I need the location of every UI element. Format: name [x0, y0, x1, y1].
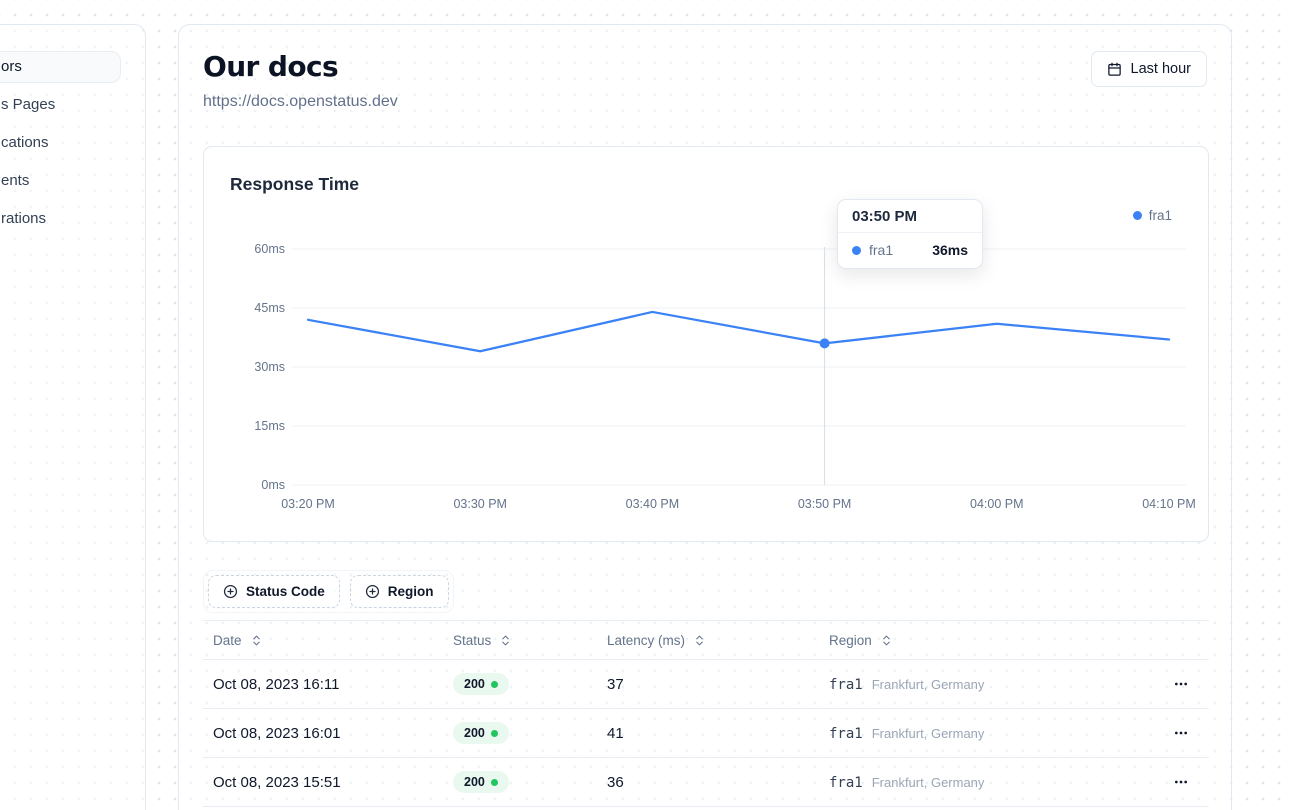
region-name: Frankfurt, Germany	[871, 676, 985, 692]
status-ok-dot	[490, 680, 498, 688]
more-horizontal-icon	[1173, 729, 1189, 744]
svg-text:0ms: 0ms	[261, 478, 285, 492]
legend-series-label: fra1	[1148, 208, 1172, 223]
row-actions-button[interactable]	[1169, 721, 1193, 745]
monitor-detail-panel: Our docs https://docs.openstatus.dev Las…	[178, 24, 1232, 810]
sidebar-nav: ors s Pages cations ents rations	[0, 51, 121, 235]
cell-status: 200	[453, 757, 607, 807]
svg-text:30ms: 30ms	[254, 360, 285, 374]
sort-icon	[696, 635, 703, 645]
region-name: Frankfurt, Germany	[871, 774, 985, 790]
cell-latency: 41	[607, 708, 829, 758]
cell-latency: 36	[607, 757, 829, 807]
svg-text:04:00 PM: 04:00 PM	[970, 497, 1024, 511]
table-row[interactable]: Oct 08, 2023 16:01 200 41 fra1 Frankfurt, Ge…	[203, 708, 1209, 758]
add-region-filter-button[interactable]: Region	[349, 575, 449, 608]
column-header-region[interactable]: Region	[829, 620, 1151, 660]
tooltip-series-label: fra1	[869, 242, 894, 258]
region-code: fra1	[829, 774, 863, 791]
sidebar-item-label: cations	[1, 134, 49, 151]
svg-text:60ms: 60ms	[254, 242, 285, 256]
column-header-status[interactable]: Status	[453, 620, 607, 660]
more-horizontal-icon	[1173, 778, 1189, 793]
sidebar: ors s Pages cations ents rations	[0, 24, 146, 810]
monitor-url: https://docs.openstatus.dev	[203, 93, 398, 110]
status-ok-dot	[490, 778, 498, 786]
cell-date: Oct 08, 2023 15:51	[203, 757, 453, 807]
response-time-chart[interactable]: 0ms 15ms 30ms 45ms 60ms 03:20 PM 03:30 PM 03:40…	[204, 147, 1210, 543]
cell-date: Oct 08, 2023 16:11	[203, 659, 453, 709]
column-header-date[interactable]: Date	[203, 620, 453, 660]
response-time-card: Response Time fra1 0ms 15ms 30ms 45ms 60ms 03…	[203, 146, 1209, 542]
sidebar-item[interactable]: ors	[0, 51, 121, 83]
tooltip-series-value: 36ms	[932, 242, 968, 258]
cell-region: fra1 Frankfurt, Germany	[829, 659, 1151, 709]
cell-region: fra1 Frankfurt, Germany	[829, 757, 1151, 807]
sidebar-item-label: ents	[1, 172, 30, 189]
sort-icon	[502, 635, 510, 645]
chart-tooltip: 03:50 PM fra1 36ms	[837, 199, 983, 269]
svg-text:03:50 PM: 03:50 PM	[798, 497, 852, 511]
table-header-row: Date Status Latency (ms) Region	[203, 620, 1209, 660]
filter-label: Status Code	[246, 584, 325, 599]
history-table-body: Oct 08, 2023 16:11 200 37 fra1 Frankfurt, Ge…	[203, 659, 1209, 807]
row-actions-button[interactable]	[1169, 672, 1193, 696]
svg-text:45ms: 45ms	[254, 301, 285, 315]
region-name: Frankfurt, Germany	[871, 725, 985, 741]
page-title: Our docs	[203, 50, 339, 83]
ping-history-table: Date Status Latency (ms) Region Oct 08, …	[203, 620, 1209, 807]
cell-region: fra1 Frankfurt, Germany	[829, 708, 1151, 758]
circle-plus-icon	[365, 584, 380, 599]
svg-text:03:30 PM: 03:30 PM	[453, 497, 507, 511]
status-badge: 200	[453, 722, 509, 744]
cell-latency: 37	[607, 659, 829, 709]
sidebar-item-label: s Pages	[1, 96, 56, 113]
region-code: fra1	[829, 676, 863, 693]
cell-date: Oct 08, 2023 16:01	[203, 708, 453, 758]
filter-bar: Status Code Region	[203, 570, 454, 613]
calendar-icon	[1107, 62, 1122, 77]
chart-legend[interactable]: fra1	[1132, 208, 1172, 223]
table-row[interactable]: Oct 08, 2023 15:51 200 36 fra1 Frankfurt, Ge…	[203, 757, 1209, 807]
sort-icon	[883, 635, 890, 645]
cell-status: 200	[453, 708, 607, 758]
svg-text:15ms: 15ms	[254, 419, 285, 433]
add-status-code-filter-button[interactable]: Status Code	[208, 575, 340, 608]
region-code: fra1	[829, 725, 863, 742]
sort-icon	[252, 635, 260, 645]
tooltip-series-dot	[852, 245, 861, 255]
status-badge: 200	[453, 673, 509, 695]
sidebar-item-label: ors	[1, 58, 22, 75]
table-row[interactable]: Oct 08, 2023 16:11 200 37 fra1 Frankfurt, Ge…	[203, 659, 1209, 709]
status-badge: 200	[453, 771, 509, 793]
column-header-latency[interactable]: Latency (ms)	[607, 620, 829, 660]
filter-label: Region	[387, 584, 434, 599]
sidebar-item[interactable]: rations	[1, 203, 121, 235]
cell-status: 200	[453, 659, 607, 709]
sidebar-item[interactable]: s Pages	[1, 89, 121, 121]
svg-text:04:10 PM: 04:10 PM	[1142, 497, 1196, 511]
time-range-button[interactable]: Last hour	[1090, 51, 1207, 87]
row-actions-button[interactable]	[1169, 770, 1193, 794]
sidebar-item[interactable]: ents	[1, 165, 121, 197]
svg-text:03:20 PM: 03:20 PM	[281, 497, 335, 511]
tooltip-time: 03:50 PM	[838, 200, 982, 233]
legend-series-dot	[1132, 211, 1142, 220]
status-ok-dot	[490, 729, 498, 737]
time-range-label: Last hour	[1130, 61, 1191, 77]
circle-plus-icon	[223, 584, 238, 599]
svg-text:03:40 PM: 03:40 PM	[626, 497, 680, 511]
chart-title: Response Time	[230, 174, 360, 194]
sidebar-item[interactable]: cations	[1, 127, 121, 159]
sidebar-item-label: rations	[1, 210, 47, 227]
more-horizontal-icon	[1173, 680, 1189, 695]
column-header-actions	[1151, 620, 1209, 660]
